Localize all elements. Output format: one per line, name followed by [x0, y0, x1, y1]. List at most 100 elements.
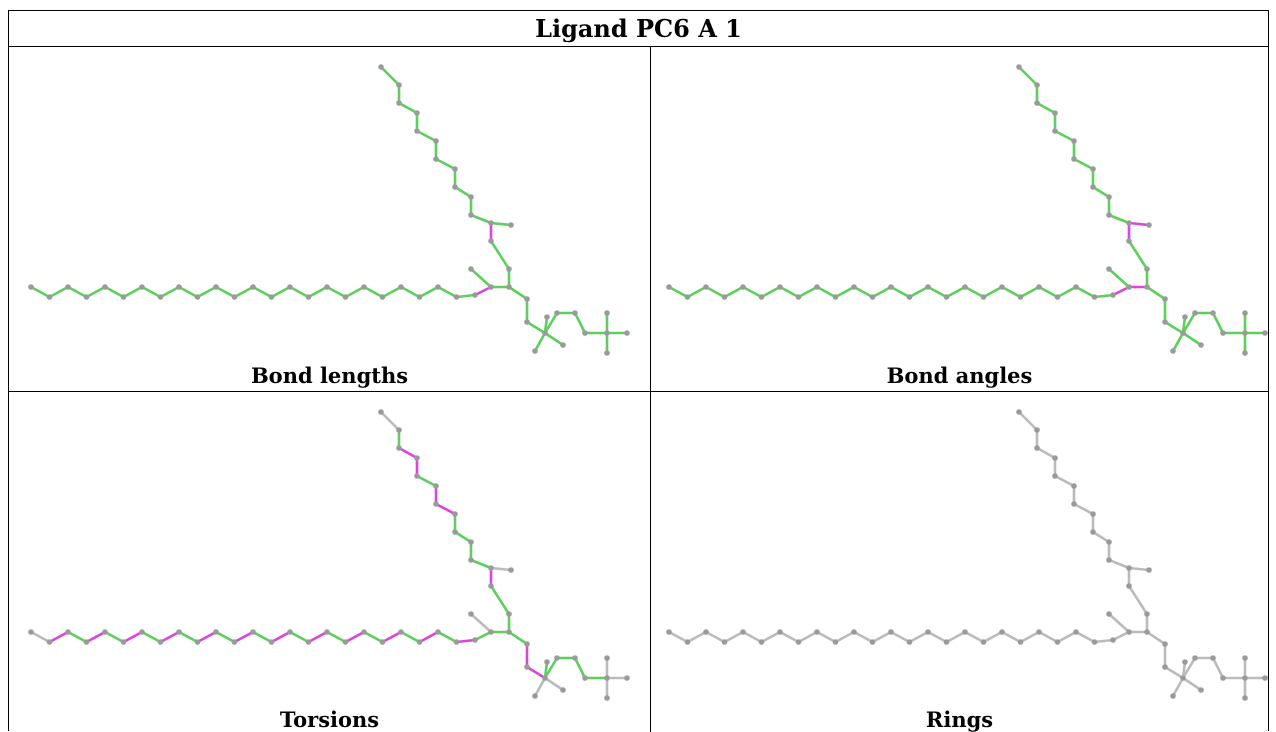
atom [524, 319, 530, 325]
molecule-bond-lengths [28, 64, 630, 356]
atom [544, 314, 550, 320]
atom [1242, 330, 1248, 336]
atom [1144, 284, 1150, 290]
bond [1019, 285, 1041, 299]
figure-title: Ligand PC6 A 1 [535, 14, 742, 43]
bond [889, 285, 911, 299]
atom [1052, 473, 1058, 479]
atom [572, 310, 578, 316]
bond [1181, 311, 1197, 335]
atom [468, 266, 474, 272]
bond [760, 285, 782, 299]
atom [1242, 695, 1248, 701]
atom [1182, 314, 1188, 320]
atom [1162, 664, 1168, 670]
atom [139, 284, 145, 290]
bond [525, 320, 547, 335]
bond [543, 311, 559, 335]
atom [435, 629, 441, 635]
atom [1126, 284, 1132, 290]
atom [532, 693, 538, 699]
bond [1093, 638, 1115, 644]
bond [122, 630, 144, 644]
atom [468, 557, 474, 563]
bond [159, 285, 181, 299]
bond [1000, 285, 1022, 299]
atom [1126, 220, 1132, 226]
atom [1016, 64, 1022, 70]
atom [453, 294, 460, 300]
bond [963, 630, 985, 644]
atom [250, 284, 256, 290]
bond [573, 311, 587, 335]
bond [379, 410, 401, 432]
caption-bond-angles: Bond angles [886, 363, 1033, 388]
atom [1162, 641, 1168, 647]
atom [624, 330, 630, 336]
atom [488, 629, 494, 635]
bond [85, 630, 107, 644]
atom [287, 629, 293, 635]
atom [524, 641, 530, 647]
bond [686, 285, 708, 299]
atom [268, 639, 275, 645]
bond [399, 630, 421, 644]
atom [1262, 675, 1268, 681]
atom [906, 639, 913, 645]
atom [721, 294, 728, 300]
atom [980, 294, 987, 300]
atom [398, 284, 404, 290]
atom [342, 294, 349, 300]
bond [871, 285, 893, 299]
panel-bond-lengths: Bond lengths [9, 47, 650, 391]
bond [741, 285, 763, 299]
bond [1111, 630, 1131, 642]
atom [1090, 184, 1096, 190]
bond [871, 630, 893, 644]
atom [1034, 427, 1040, 433]
atom [962, 629, 968, 635]
atom [1090, 511, 1096, 517]
atom [542, 330, 548, 336]
atom [1071, 483, 1077, 489]
bond [667, 285, 689, 299]
bond [889, 630, 911, 644]
bond [344, 285, 366, 299]
atom [488, 220, 494, 226]
bond [397, 101, 419, 115]
bond [1107, 558, 1131, 570]
atom [452, 166, 458, 172]
bond [1181, 656, 1197, 680]
atom [433, 501, 439, 507]
figure-table: Ligand PC6 A 1 Bond lengths Bond angles … [8, 10, 1269, 732]
bond [723, 630, 745, 644]
bond [852, 630, 874, 644]
atom [542, 675, 548, 681]
atom [398, 629, 404, 635]
atom [231, 294, 238, 300]
atom [416, 639, 423, 645]
atom [379, 639, 386, 645]
atom [999, 629, 1005, 635]
atom [468, 212, 474, 218]
bond [1145, 630, 1167, 646]
bond [103, 630, 125, 644]
atom [1144, 611, 1150, 617]
atom [572, 655, 578, 661]
bond [489, 566, 513, 572]
atom [1036, 284, 1042, 290]
panel-rings: Rings [651, 392, 1268, 732]
bond [196, 285, 218, 299]
atom [1073, 629, 1079, 635]
bond [908, 630, 930, 644]
atom [1144, 629, 1150, 635]
atom [1242, 655, 1248, 661]
molecule-rings [666, 409, 1268, 701]
atom [1198, 342, 1204, 348]
bond [196, 630, 218, 644]
bond [533, 331, 547, 353]
bond [325, 285, 347, 299]
atom [1073, 284, 1079, 290]
atom [1106, 557, 1112, 563]
atom [46, 294, 53, 300]
